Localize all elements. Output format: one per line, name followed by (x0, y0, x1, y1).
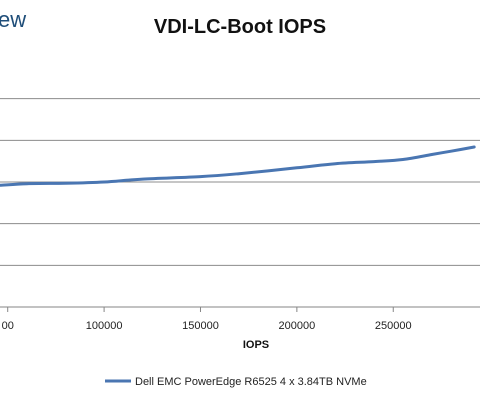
legend-label: Dell EMC PowerEdge R6525 4 x 3.84TB NVMe (135, 376, 367, 388)
x-tick-label-3: 200000 (279, 320, 316, 332)
plot-area (0, 145, 476, 187)
x-axis-label: IOPS (243, 339, 269, 351)
x-tick-label-4: 250000 (375, 320, 412, 332)
chart-title: VDI-LC-Boot IOPS (154, 16, 326, 38)
x-tick-label-1: 100000 (86, 320, 123, 332)
logo-text: ew (0, 7, 26, 32)
legend: Dell EMC PowerEdge R6525 4 x 3.84TB NVMe (105, 376, 367, 388)
x-tick-label-2: 150000 (182, 320, 219, 332)
x-tick-label-0: 00 (2, 320, 14, 332)
series-line-0 (0, 145, 476, 187)
x-tick-labels: 00 100000 150000 200000 250000 (2, 307, 412, 332)
